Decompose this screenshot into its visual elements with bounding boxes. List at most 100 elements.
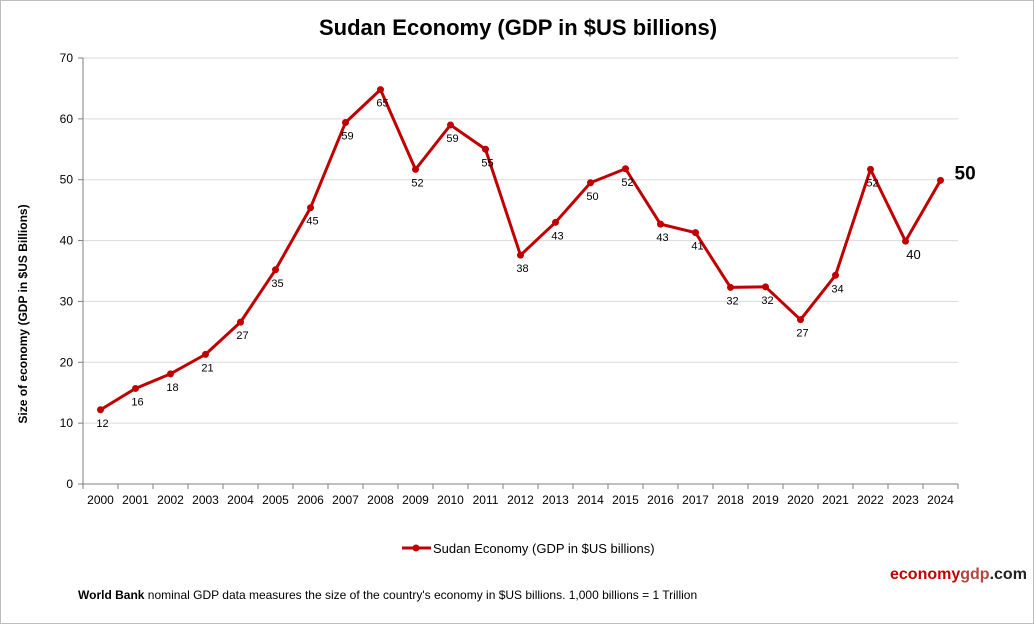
data-label: 59	[446, 133, 458, 145]
chart-title: Sudan Economy (GDP in $US billions)	[319, 15, 717, 40]
data-point	[622, 165, 629, 173]
y-axis-label: Size of economy (GDP in $US Billions)	[16, 204, 30, 423]
data-point	[342, 119, 349, 127]
data-point	[517, 251, 524, 259]
footnote-text: nominal GDP data measures the size of th…	[144, 588, 698, 602]
data-label: 27	[236, 330, 248, 342]
gridlines	[83, 57, 958, 424]
data-label: 38	[516, 263, 528, 275]
data-point	[552, 218, 559, 226]
x-tick-label: 2011	[473, 493, 499, 507]
data-label: 16	[131, 396, 143, 408]
data-point	[657, 220, 664, 228]
data-point	[727, 283, 734, 291]
data-label: 32	[726, 295, 738, 307]
data-point	[132, 384, 139, 392]
y-tick-label: 30	[60, 294, 74, 308]
data-point	[412, 165, 419, 173]
x-tick-label: 2006	[297, 493, 324, 507]
data-point	[237, 318, 244, 326]
x-tick-label: 2022	[857, 493, 884, 507]
y-tick-label: 40	[60, 234, 74, 248]
data-label: 52	[866, 177, 878, 189]
brand-logo-text: economygdp.com	[890, 566, 1027, 584]
data-point	[377, 86, 384, 94]
data-point	[937, 176, 944, 184]
legend-marker-swatch	[412, 544, 420, 552]
brand-part-economy: economy	[890, 566, 961, 583]
data-point	[447, 121, 454, 129]
x-tick-label: 2002	[157, 493, 184, 507]
data-point	[587, 179, 594, 187]
data-label: 50	[955, 163, 976, 184]
y-tick-label: 0	[66, 477, 73, 491]
series-layer	[97, 86, 944, 414]
data-label: 55	[481, 157, 493, 169]
x-tick-label: 2021	[822, 493, 849, 507]
x-tick-label: 2009	[402, 493, 429, 507]
brand-part-com: .com	[989, 566, 1027, 583]
data-label: 12	[96, 418, 108, 430]
y-tick-label: 10	[60, 416, 74, 430]
x-tick-label: 2012	[507, 493, 534, 507]
y-tick-label: 70	[60, 51, 74, 65]
data-label: 41	[691, 241, 703, 253]
data-point	[867, 165, 874, 173]
legend-series-name: Sudan Economy (GDP in $US billions)	[433, 541, 655, 556]
data-point	[272, 266, 279, 274]
x-tick-label: 2014	[577, 493, 604, 507]
data-label: 43	[656, 232, 668, 244]
x-tick-label: 2023	[892, 493, 919, 507]
data-point	[307, 204, 314, 212]
x-tick-label: 2020	[787, 493, 814, 507]
x-tick-label: 2001	[122, 493, 149, 507]
data-label: 65	[376, 98, 388, 110]
series-line	[99, 88, 942, 412]
data-label: 18	[166, 382, 178, 394]
data-label: 32	[761, 295, 773, 307]
y-tick-labels: 0 10 20 30 40 50 60 70	[60, 51, 74, 491]
data-point	[167, 370, 174, 378]
y-tick-label: 50	[60, 173, 74, 187]
data-point	[202, 350, 209, 358]
x-tick-label: 2024	[927, 493, 954, 507]
footnote: World Bank nominal GDP data measures the…	[78, 588, 697, 602]
data-label: 59	[341, 131, 353, 143]
x-tick-labels: 2000 2001 2002 2003 2004 2005 2006 2007 2008 2009…	[87, 493, 954, 507]
x-tick-label: 2004	[227, 493, 254, 507]
data-point	[902, 237, 909, 245]
data-label: 21	[201, 362, 213, 374]
x-tick-label: 2000	[87, 493, 114, 507]
data-label: 52	[411, 177, 423, 189]
data-point	[692, 229, 699, 237]
axes	[78, 57, 959, 489]
x-tick-label: 2008	[367, 493, 394, 507]
data-label: 52	[621, 177, 633, 189]
y-tick-label: 60	[60, 112, 74, 126]
data-label: 40	[906, 247, 920, 262]
data-label: 34	[831, 283, 843, 295]
footnote-source: World Bank	[78, 588, 145, 602]
legend: Sudan Economy (GDP in $US billions)	[402, 541, 655, 556]
y-tick-label: 20	[60, 355, 74, 369]
brand-part-gdp: gdp	[960, 566, 990, 583]
x-tick-label: 2015	[612, 493, 639, 507]
x-tick-label: 2003	[192, 493, 219, 507]
data-point	[762, 283, 769, 291]
x-tick-label: 2010	[437, 493, 464, 507]
x-tick-label: 2016	[647, 493, 674, 507]
data-label: 43	[551, 230, 563, 242]
x-tick-label: 2005	[262, 493, 289, 507]
data-labels: 12 16 18 21 27 35 45 59 65 52 59 55 38 43 50 52 43 41 32 32…	[96, 98, 975, 430]
data-label: 35	[271, 278, 283, 290]
x-tick-label: 2018	[717, 493, 744, 507]
data-label: 27	[796, 328, 808, 340]
x-tick-label: 2013	[542, 493, 569, 507]
data-label: 45	[306, 216, 318, 228]
data-point	[482, 145, 489, 153]
data-label: 50	[586, 191, 598, 203]
x-tick-label: 2017	[682, 493, 709, 507]
x-tick-label: 2019	[752, 493, 779, 507]
